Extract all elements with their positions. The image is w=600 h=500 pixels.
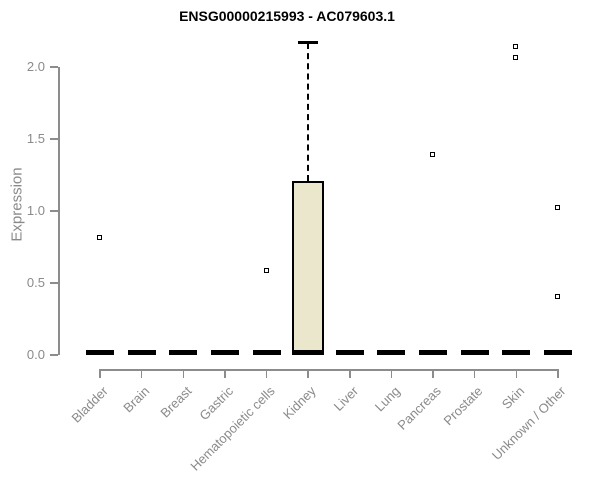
y-tick-label: 2.0 [26,59,45,74]
median-bar [294,350,323,355]
outlier-point [430,151,436,157]
whisker-cap [298,41,319,45]
outlier-point [555,294,560,300]
median-bar [460,350,489,355]
median-bar [335,350,364,355]
outlier-point [513,55,519,61]
median-bar [127,350,156,355]
x-tick [182,369,185,378]
y-tick-label: 1.5 [26,131,45,146]
y-tick [50,138,58,140]
x-tick-label: Breast [157,383,195,421]
y-tick-label: 1.0 [26,203,45,218]
x-tick-label: Hematopoietic cells [187,383,278,474]
whisker [307,42,310,181]
x-tick-label: Kidney [280,383,320,423]
y-tick [50,282,58,284]
box [292,180,325,355]
y-axis-line [58,67,60,355]
x-tick-label: Liver [330,383,361,414]
median-bar [169,350,198,355]
median-bar [86,350,114,355]
x-tick [99,369,101,378]
x-tick [349,369,351,378]
y-tick-label: 0.0 [26,347,45,362]
median-bar [252,350,281,355]
x-tick [557,369,559,378]
x-tick-label: Unknown / Other [489,383,569,463]
x-tick [307,369,309,378]
median-bar [502,350,531,355]
x-tick-label: Lung [371,383,403,415]
median-bar [419,350,448,355]
x-tick [140,369,143,378]
outlier-point [555,205,560,211]
y-tick [50,210,58,212]
outlier-point [513,43,519,49]
x-axis-line [99,369,559,371]
outlier-point [97,235,102,241]
x-tick [390,369,393,378]
median-bar [210,350,239,355]
x-tick-label: Prostate [440,383,486,429]
outlier-point [263,268,269,274]
median-bar [377,350,406,355]
x-tick [432,369,434,378]
x-tick [224,369,226,378]
x-tick-label: Pancreas [394,383,445,433]
x-tick-label: Bladder [68,383,111,426]
x-tick [473,369,476,378]
y-tick [50,66,58,68]
x-tick [265,369,268,378]
chart-title: ENSG00000215993 - AC079603.1 [179,8,395,24]
x-tick-label: Gastric [196,383,236,424]
x-tick-label: Skin [498,383,528,412]
x-tick-label: Brain [120,383,153,416]
median-bar [544,350,572,355]
y-tick-label: 0.5 [26,275,45,290]
x-tick [515,369,518,378]
y-tick [50,354,58,356]
